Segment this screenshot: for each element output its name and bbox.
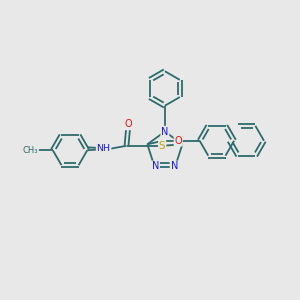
Text: N: N	[161, 127, 169, 136]
Text: NH: NH	[97, 144, 111, 153]
Text: N: N	[152, 161, 159, 171]
Text: CH₃: CH₃	[23, 146, 38, 155]
Text: O: O	[174, 136, 182, 146]
Text: N: N	[170, 161, 178, 171]
Text: S: S	[159, 141, 166, 151]
Text: O: O	[124, 119, 132, 129]
